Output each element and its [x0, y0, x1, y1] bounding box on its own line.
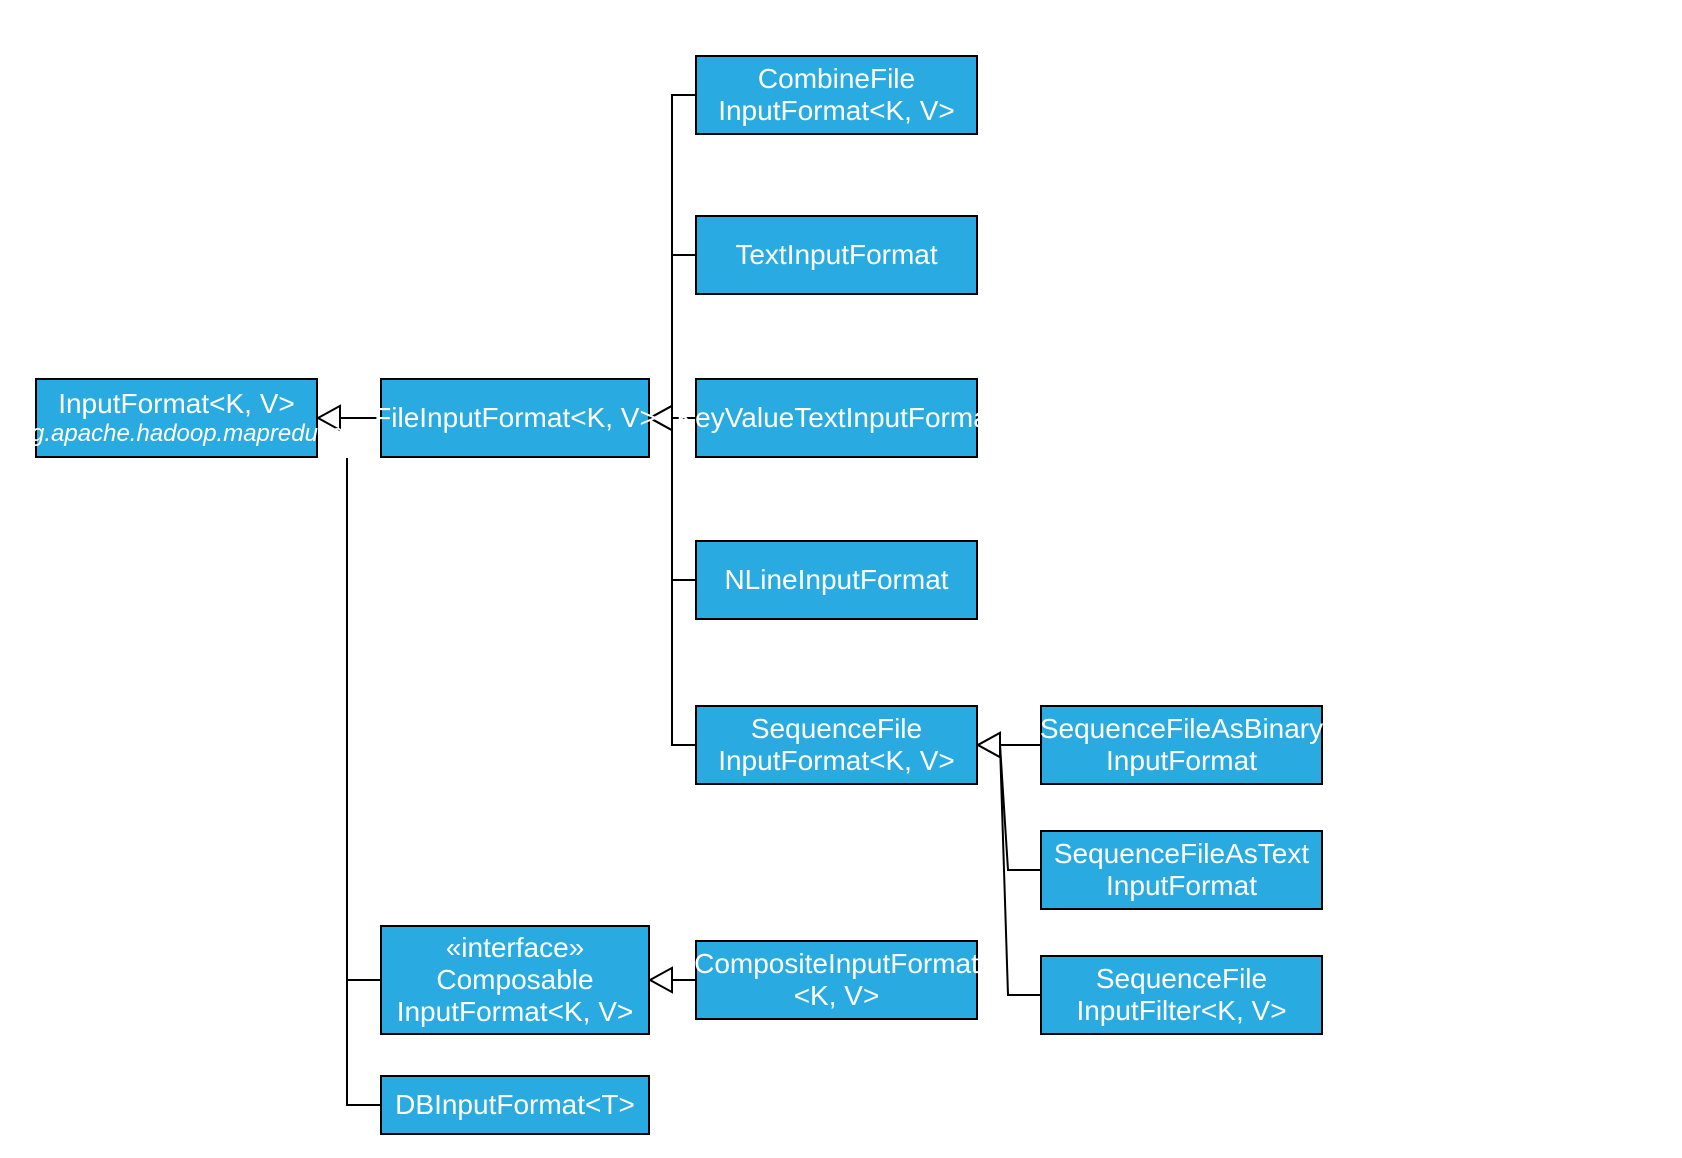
node-keyvalue: KeyValueTextInputFormat	[695, 378, 978, 458]
node-title: NLineInputFormat	[724, 564, 948, 596]
node-subtitle: org.apache.hadoop.mapreduce	[10, 420, 344, 448]
node-line2: InputFilter<K, V>	[1076, 995, 1286, 1027]
node-line2: InputFormat<K, V>	[397, 996, 634, 1028]
node-line1: SequenceFileAsBinary	[1040, 713, 1323, 745]
node-composable: «interface»ComposableInputFormat<K, V>	[380, 925, 650, 1035]
node-title: DBInputFormat<T>	[395, 1089, 635, 1121]
node-line1: Composable	[436, 964, 593, 996]
diagram-canvas: InputFormat<K, V>org.apache.hadoop.mapre…	[0, 0, 1682, 1158]
node-line1: SequenceFileAsText	[1054, 838, 1309, 870]
node-seqtext: SequenceFileAsTextInputFormat	[1040, 830, 1323, 910]
node-dbinput: DBInputFormat<T>	[380, 1075, 650, 1135]
node-line2: InputFormat	[1106, 870, 1257, 902]
node-title: FileInputFormat<K, V>	[374, 402, 656, 434]
node-nline: NLineInputFormat	[695, 540, 978, 620]
node-line1: CompositeInputFormat	[694, 948, 979, 980]
node-composite: CompositeInputFormat<K, V>	[695, 940, 978, 1020]
node-line2: InputFormat<K, V>	[718, 745, 955, 777]
node-line2: InputFormat	[1106, 745, 1257, 777]
node-combinefile: CombineFileInputFormat<K, V>	[695, 55, 978, 135]
node-textinput: TextInputFormat	[695, 215, 978, 295]
node-title: KeyValueTextInputFormat	[676, 402, 996, 434]
node-title: InputFormat<K, V>	[58, 388, 295, 420]
node-root: InputFormat<K, V>org.apache.hadoop.mapre…	[35, 378, 318, 458]
node-line1: SequenceFile	[1096, 963, 1267, 995]
node-title: TextInputFormat	[735, 239, 937, 271]
node-fileinput: FileInputFormat<K, V>	[380, 378, 650, 458]
node-seqbinary: SequenceFileAsBinaryInputFormat	[1040, 705, 1323, 785]
node-line1: SequenceFile	[751, 713, 922, 745]
node-line2: InputFormat<K, V>	[718, 95, 955, 127]
node-seqfilter: SequenceFileInputFilter<K, V>	[1040, 955, 1323, 1035]
node-seqfile: SequenceFileInputFormat<K, V>	[695, 705, 978, 785]
node-line1: CombineFile	[758, 63, 915, 95]
node-stereotype: «interface»	[446, 932, 585, 964]
node-line2: <K, V>	[794, 980, 880, 1012]
